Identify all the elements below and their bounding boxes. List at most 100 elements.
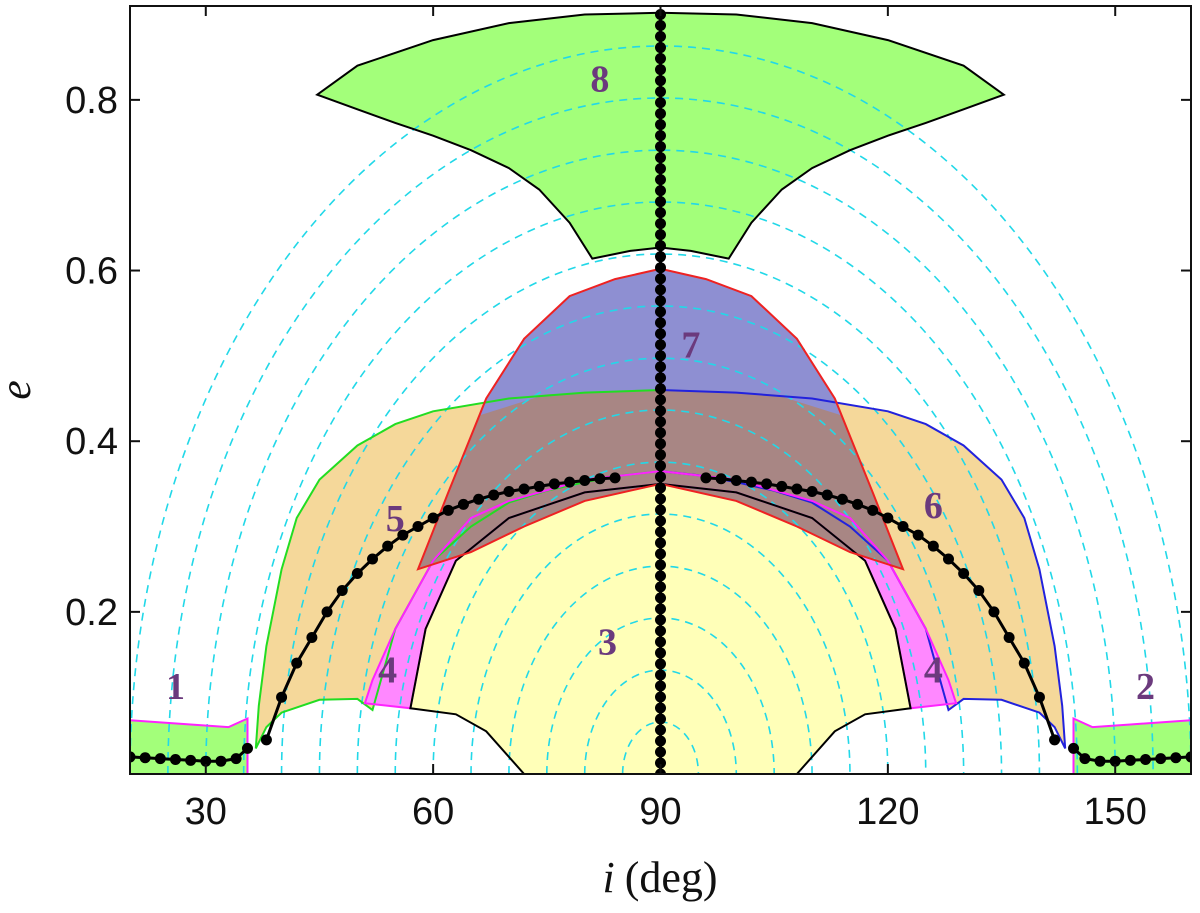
vertical-marker-21 — [655, 537, 666, 549]
right-arc-marker-3 — [745, 476, 757, 488]
vertical-marker-33 — [655, 405, 666, 417]
vertical-marker-50 — [655, 218, 666, 230]
left-arc-marker-4 — [321, 606, 333, 618]
region-label-2: 3 — [598, 622, 617, 664]
right-arc-marker-21 — [1018, 657, 1030, 669]
left-arc-marker-9 — [397, 529, 409, 541]
vertical-marker-2 — [655, 746, 666, 758]
y-tick-label-0.4: 0.4 — [65, 421, 118, 463]
left-arc-marker-16 — [503, 486, 515, 498]
vertical-marker-23 — [655, 515, 666, 527]
vertical-marker-13 — [655, 625, 666, 637]
right-arc-marker-12 — [882, 512, 894, 524]
vertical-marker-41 — [655, 317, 666, 329]
region-2-outline — [1072, 716, 1191, 774]
contour-55 — [242, 202, 1079, 774]
vertical-marker-37 — [655, 361, 666, 373]
right-arc-marker-0 — [700, 472, 712, 484]
vertical-marker-14 — [655, 614, 666, 626]
right-arc-marker-1 — [715, 473, 727, 485]
vertical-marker-49 — [655, 229, 666, 241]
vertical-marker-29 — [655, 449, 666, 461]
right-arc-marker-5 — [776, 480, 788, 492]
region-label-1: 2 — [1136, 666, 1155, 708]
right-arc-marker-22 — [1033, 691, 1045, 703]
vertical-marker-48 — [655, 240, 666, 252]
vertical-marker-1 — [655, 757, 666, 769]
region-1-outline — [130, 716, 249, 774]
vertical-marker-53 — [655, 185, 666, 197]
left-arc-marker-11 — [427, 512, 439, 524]
vertical-marker-68 — [655, 20, 666, 32]
vertical-marker-51 — [655, 207, 666, 219]
vertical-marker-34 — [655, 394, 666, 406]
x-tick-label-30: 30 — [185, 791, 227, 833]
vertical-marker-38 — [655, 350, 666, 362]
vertical-marker-30 — [655, 438, 666, 450]
vertical-marker-54 — [655, 174, 666, 186]
left-arc-marker-0 — [260, 734, 272, 746]
left-arc-marker-23 — [609, 472, 621, 484]
x-axis-unit: (deg) — [625, 853, 718, 902]
vertical-marker-67 — [655, 31, 666, 43]
left-arc-marker-14 — [473, 493, 485, 505]
vertical-marker-64 — [655, 64, 666, 76]
left-arc-marker-1 — [276, 691, 288, 703]
left-bottom-marker-6 — [215, 755, 227, 767]
left-arc-marker-19 — [548, 478, 560, 490]
left-arc-marker-13 — [457, 498, 469, 510]
region-label-0: 1 — [166, 666, 185, 708]
left-arc-marker-10 — [412, 521, 424, 533]
vertical-marker-5 — [655, 713, 666, 725]
vertical-marker-35 — [655, 383, 666, 395]
vertical-marker-19 — [655, 559, 666, 571]
left-arc-marker-18 — [533, 480, 545, 492]
right-arc-marker-11 — [867, 504, 879, 516]
left-bottom-marker-4 — [185, 754, 197, 766]
left-arc-marker-21 — [579, 474, 591, 486]
vertical-marker-47 — [655, 251, 666, 263]
right-arc-marker-19 — [988, 606, 1000, 618]
x-tick-label-150: 150 — [1084, 791, 1147, 833]
region-7-outline — [416, 267, 905, 571]
vertical-marker-6 — [655, 702, 666, 714]
left-bottom-marker-1 — [139, 752, 151, 764]
region-label-6: 6 — [924, 485, 943, 527]
vertical-marker-61 — [655, 97, 666, 109]
right-arc-marker-23 — [1049, 734, 1061, 746]
vertical-marker-40 — [655, 328, 666, 340]
vertical-marker-45 — [655, 273, 666, 285]
left-arc-marker-15 — [488, 489, 500, 501]
vertical-marker-9 — [655, 669, 666, 681]
right-bottom-marker-6 — [1155, 753, 1167, 765]
left-bottom-marker-2 — [154, 753, 166, 765]
region-label-7: 7 — [681, 325, 700, 367]
vertical-marker-52 — [655, 196, 666, 208]
region-label-8: 8 — [590, 58, 609, 100]
left-arc-marker-8 — [382, 540, 394, 552]
right-arc-marker-7 — [806, 486, 818, 498]
axis-ticks: 30 60 90 120 150 0.2 0.4 0.6 0.8 — [65, 6, 1191, 833]
vertical-marker-11 — [655, 647, 666, 659]
x-tick-label-60: 60 — [412, 791, 454, 833]
region-4-right-fill — [660, 471, 957, 709]
vertical-marker-60 — [655, 108, 666, 120]
right-bottom-marker-8 — [1185, 751, 1191, 763]
vertical-marker-56 — [655, 152, 666, 164]
y-tick-label-0.8: 0.8 — [65, 80, 118, 122]
y-axis-label: e — [0, 380, 40, 400]
vertical-marker-18 — [655, 570, 666, 582]
right-bottom-marker-3 — [1109, 755, 1121, 767]
vertical-marker-59 — [655, 119, 666, 131]
region-label-3: 4 — [378, 650, 397, 692]
vertical-marker-43 — [655, 295, 666, 307]
vertical-marker-62 — [655, 86, 666, 98]
vertical-marker-57 — [655, 141, 666, 153]
right-arc-marker-8 — [821, 489, 833, 501]
vertical-marker-39 — [655, 339, 666, 351]
right-bottom-marker-0 — [1068, 742, 1080, 754]
region-4-left-fill — [364, 471, 661, 709]
left-arc-marker-22 — [594, 473, 606, 485]
vertical-marker-46 — [655, 262, 666, 274]
x-axis-label: i (deg) — [602, 853, 717, 902]
